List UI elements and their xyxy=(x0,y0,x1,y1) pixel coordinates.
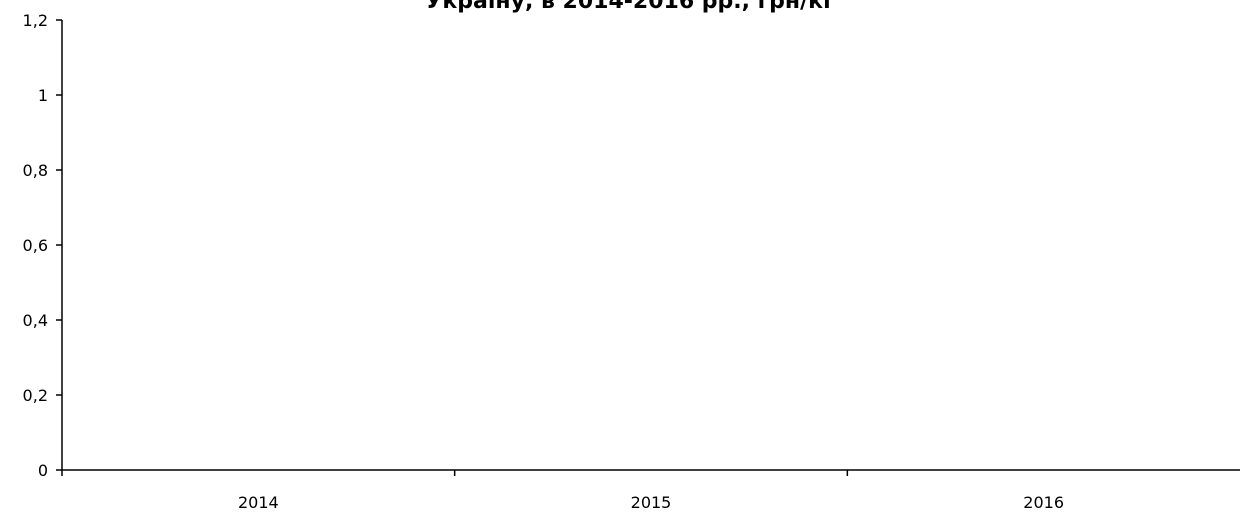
x-tick-label: 2016 xyxy=(1023,493,1064,512)
x-tick-label: 2014 xyxy=(238,493,279,512)
y-tick-label: 0,6 xyxy=(23,236,48,255)
y-tick-label: 0 xyxy=(38,461,48,480)
y-tick-label: 1,2 xyxy=(23,11,48,30)
y-tick-label: 1 xyxy=(38,86,48,105)
y-tick-label: 0,4 xyxy=(23,311,48,330)
chart-title: Україну, в 2014-2016 рр., грн/кг xyxy=(425,0,834,14)
x-tick-label: 2015 xyxy=(631,493,672,512)
y-tick-label: 0,2 xyxy=(23,386,48,405)
x-ticks: 2014 2015 2016 xyxy=(61,470,1064,512)
y-tick-label: 0,8 xyxy=(23,161,48,180)
y-ticks: 0 0,2 0,4 0,6 0,8 1 1,2 xyxy=(23,11,62,480)
